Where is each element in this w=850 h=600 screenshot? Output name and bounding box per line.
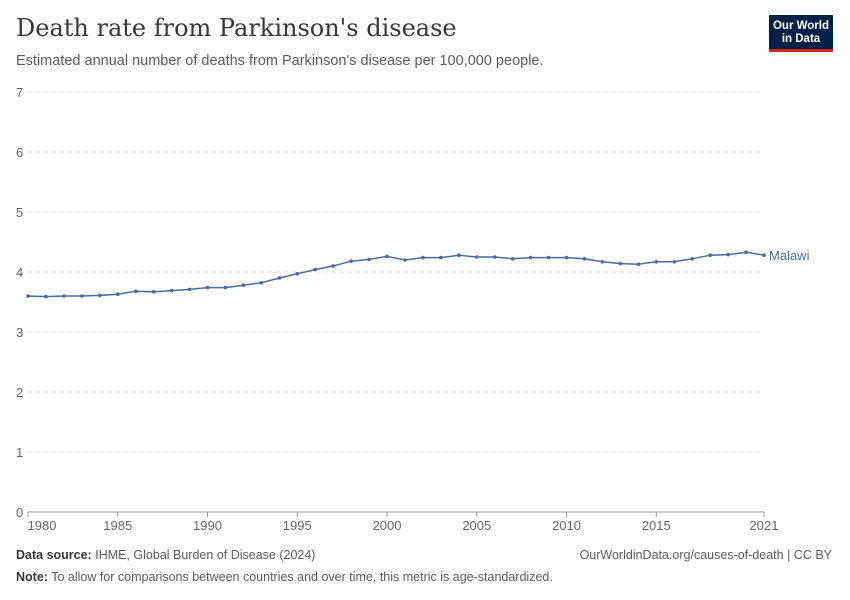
- note: Note: To allow for comparisons between c…: [16, 570, 553, 584]
- data-point: [277, 276, 282, 280]
- data-point: [690, 257, 694, 261]
- note-text: To allow for comparisons between countri…: [51, 570, 553, 584]
- y-tick-label: 5: [16, 205, 23, 220]
- note-label: Note:: [16, 570, 48, 584]
- data-point: [223, 285, 228, 290]
- data-point: [618, 261, 623, 266]
- x-tick-label: 1990: [193, 518, 222, 533]
- data-point: [672, 260, 677, 264]
- data-point: [62, 294, 66, 298]
- y-tick-label: 1: [16, 445, 23, 460]
- data-point: [421, 255, 425, 260]
- data-point: [385, 254, 389, 259]
- data-point: [133, 289, 138, 294]
- y-tick-label: 4: [16, 265, 23, 280]
- data-point: [654, 260, 659, 264]
- source-text[interactable]: IHME, Global Burden of Disease (2024): [95, 548, 316, 562]
- x-tick-label: 2021: [750, 518, 779, 533]
- data-point: [169, 288, 174, 293]
- data-point: [762, 253, 766, 257]
- data-point: [726, 252, 730, 257]
- x-tick-label: 2010: [552, 518, 581, 533]
- data-point: [564, 255, 569, 260]
- data-point: [187, 287, 192, 292]
- data-point: [600, 260, 605, 264]
- x-tick-label: 2005: [462, 518, 491, 533]
- data-point: [44, 294, 48, 299]
- x-tick-label: 2000: [373, 518, 402, 533]
- data-point: [367, 257, 371, 262]
- y-tick-label: 3: [16, 325, 23, 340]
- series-label-malawi: Malawi: [769, 248, 810, 263]
- x-tick-label: 2015: [642, 518, 671, 533]
- data-point: [403, 258, 407, 262]
- chart-subtitle: Estimated annual number of deaths from P…: [16, 53, 544, 69]
- data-point: [439, 255, 443, 260]
- data-point: [744, 250, 748, 254]
- line-chart: 0 1 2 3 4 5 6 7 1980 1985 1990 1995 2000 2005 2010 2015…: [16, 85, 810, 533]
- x-tick-label: 1985: [103, 518, 132, 533]
- owid-logo[interactable]: Our World in Data: [769, 15, 833, 52]
- data-point: [259, 281, 264, 285]
- source-url[interactable]: OurWorldinData.org/causes-of-death | CC …: [579, 548, 832, 562]
- data-point: [80, 294, 84, 298]
- data-point: [510, 257, 515, 261]
- data-point: [708, 253, 712, 257]
- data-source: Data source: IHME, Global Burden of Dise…: [16, 548, 315, 562]
- data-point: [313, 267, 318, 272]
- data-point: [205, 285, 210, 290]
- data-point: [151, 290, 156, 294]
- x-tick-label: 1995: [283, 518, 312, 533]
- data-point: [492, 255, 497, 259]
- data-point: [349, 259, 353, 264]
- data-point: [546, 255, 551, 260]
- data-point: [474, 255, 479, 259]
- data-point: [241, 283, 246, 288]
- data-point: [98, 293, 102, 298]
- x-tick-label: 1980: [28, 518, 57, 533]
- data-point: [26, 294, 30, 298]
- series-line-malawi: [27, 251, 765, 298]
- y-tick-label: 6: [16, 145, 23, 160]
- data-point: [582, 257, 587, 261]
- data-point: [636, 262, 641, 267]
- data-point: [331, 264, 335, 268]
- chart-title: Death rate from Parkinson's disease: [16, 14, 457, 42]
- data-point: [295, 272, 300, 276]
- y-tick-label: 0: [16, 505, 23, 520]
- data-point: [115, 292, 120, 297]
- y-tick-label: 2: [16, 385, 23, 400]
- data-point: [457, 253, 461, 257]
- data-point: [528, 255, 533, 260]
- source-label: Data source:: [16, 548, 92, 562]
- y-tick-label: 7: [16, 85, 23, 100]
